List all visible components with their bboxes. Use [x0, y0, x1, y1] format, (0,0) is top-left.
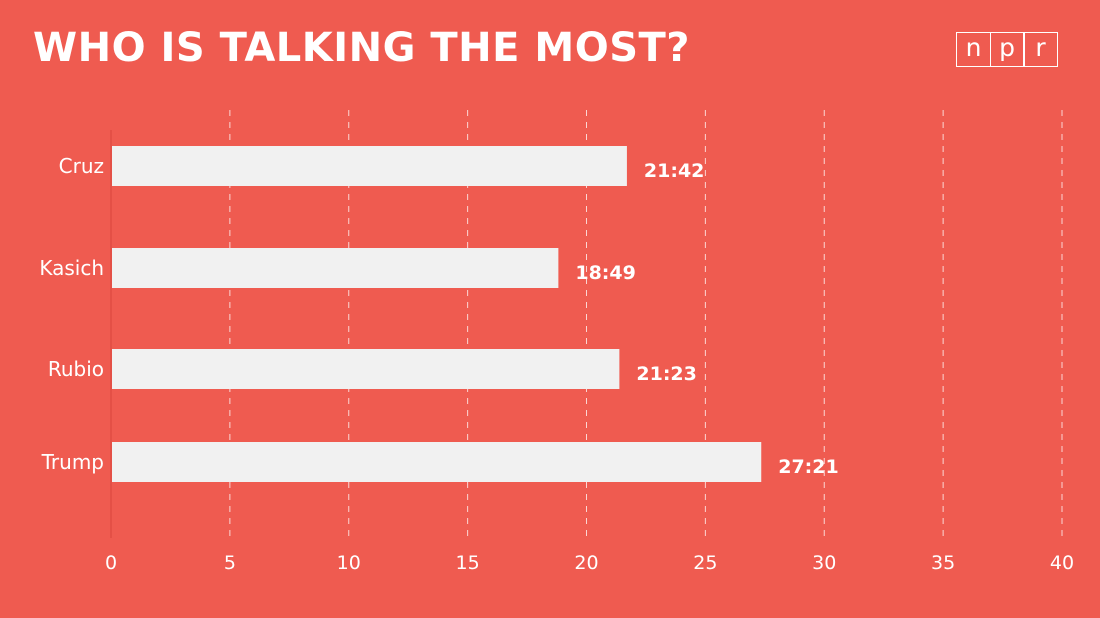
bar-kasich	[112, 248, 559, 288]
x-tick-label-10: 10	[337, 552, 361, 574]
value-label-trump: 27:21	[778, 456, 838, 478]
bar-cruz	[112, 146, 627, 186]
value-label-cruz: 21:42	[644, 160, 704, 182]
x-tick-label-30: 30	[812, 552, 836, 574]
npr-logo-letter-n: n	[956, 32, 991, 67]
value-label-rubio: 21:23	[636, 363, 696, 385]
npr-logo-letter-p: p	[989, 32, 1025, 67]
bar-trump	[112, 442, 762, 482]
x-tick-label-40: 40	[1050, 552, 1074, 574]
x-tick-labels: 0 5 10 15 20 25 30 35 40	[105, 552, 1074, 574]
npr-logo: n p r	[956, 32, 1058, 67]
category-label-kasich: Kasich	[39, 256, 104, 280]
chart-title: WHO IS TALKING THE MOST?	[33, 25, 690, 71]
x-tick-label-35: 35	[931, 552, 955, 574]
x-tick-label-0: 0	[105, 552, 117, 574]
npr-logo-letter-r: r	[1023, 32, 1058, 67]
bars	[112, 146, 762, 482]
value-label-kasich: 18:49	[575, 262, 635, 284]
category-label-cruz: Cruz	[59, 154, 104, 178]
x-tick-label-5: 5	[224, 552, 236, 574]
bar-rubio	[112, 349, 620, 389]
category-label-trump: Trump	[41, 450, 104, 474]
category-label-rubio: Rubio	[48, 357, 104, 381]
x-tick-label-25: 25	[693, 552, 717, 574]
x-tick-label-20: 20	[574, 552, 598, 574]
x-tick-label-15: 15	[456, 552, 480, 574]
labels: Cruz 21:42 Kasich 18:49 Rubio 21:23 Trump 27:21	[39, 154, 838, 478]
